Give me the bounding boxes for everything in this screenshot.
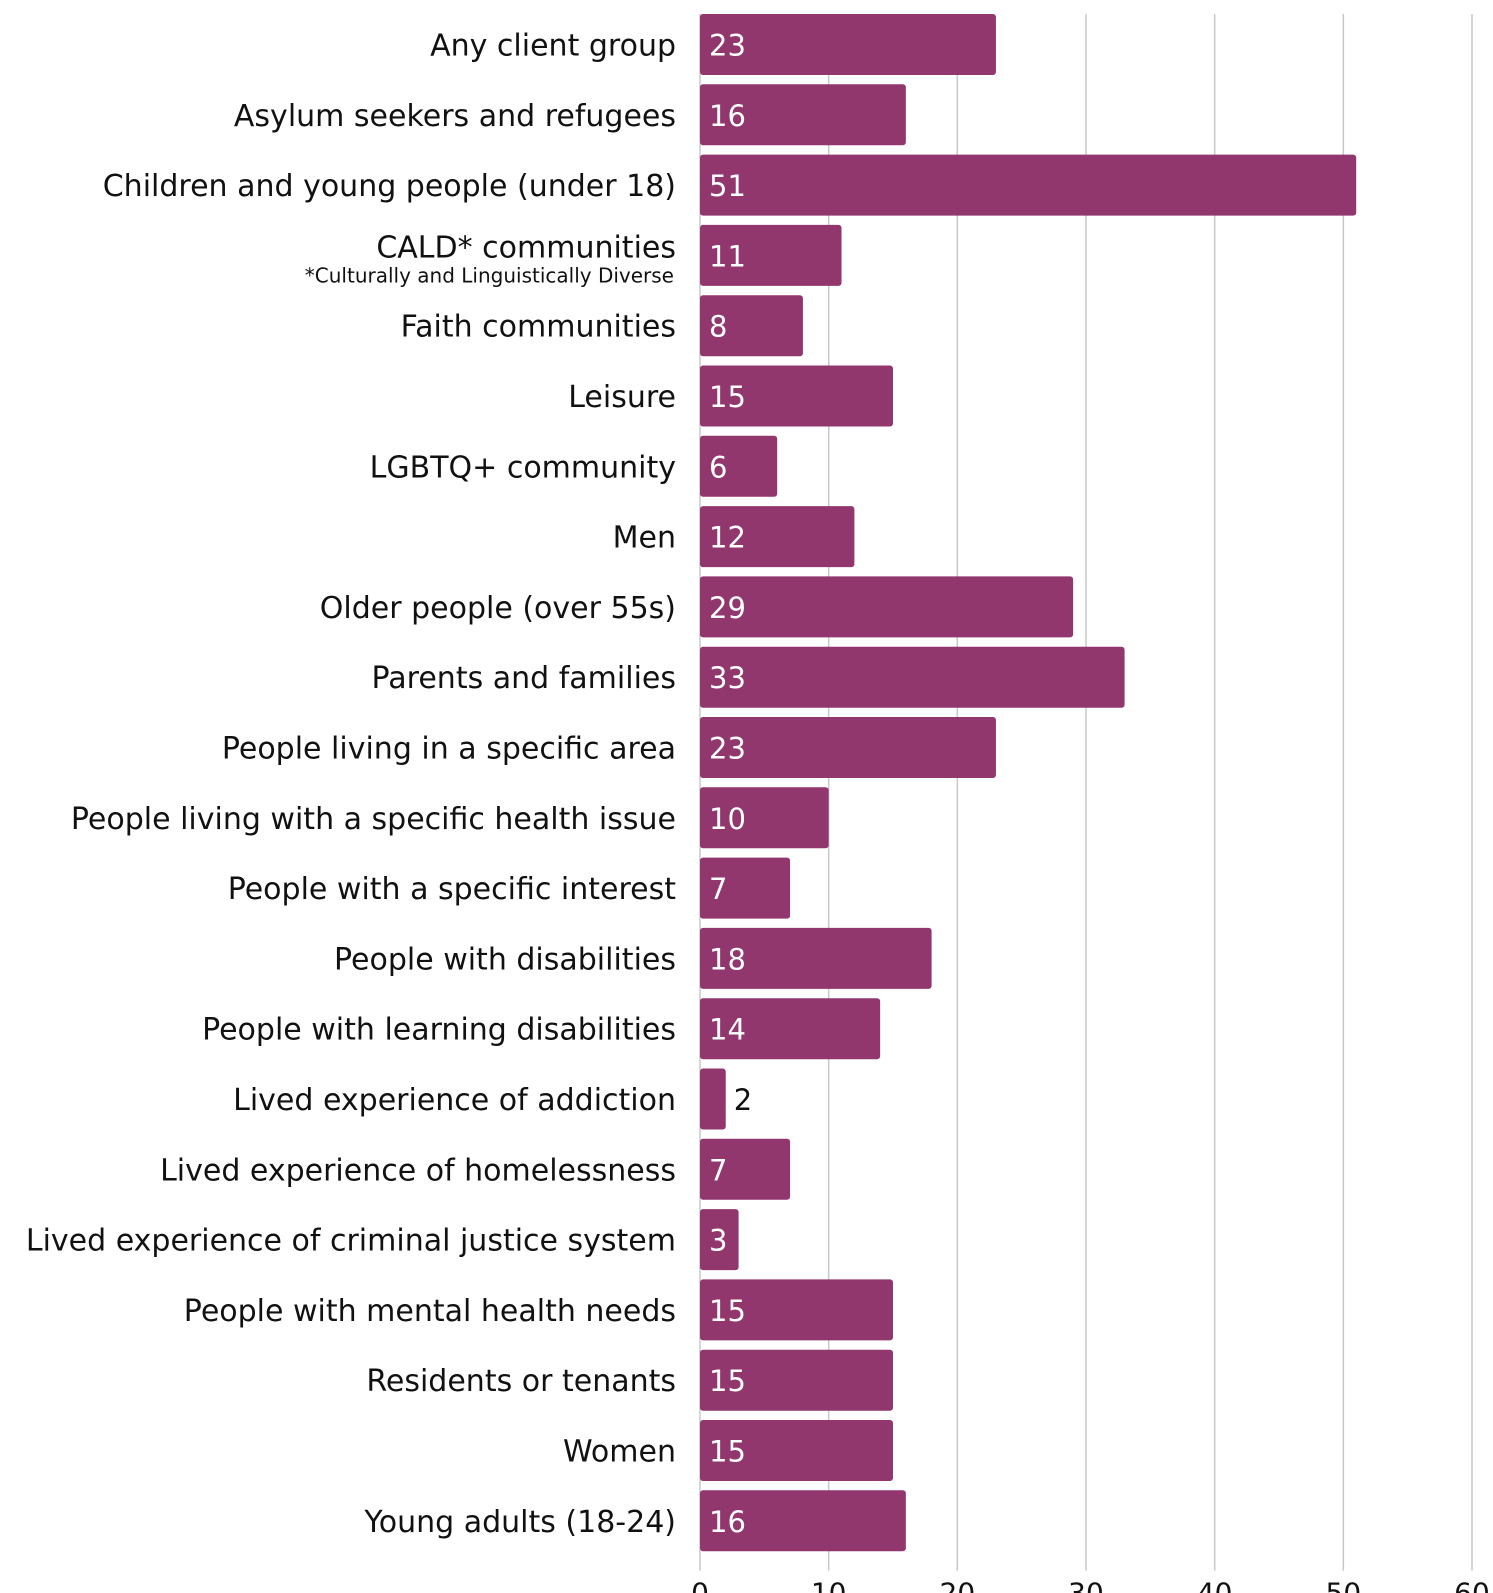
value-label: 15 bbox=[709, 1294, 746, 1328]
value-label: 10 bbox=[709, 802, 746, 836]
value-label: 2 bbox=[734, 1083, 752, 1117]
category-label: Any client group bbox=[430, 29, 676, 64]
x-axis-ticks: 0 10 20 30 40 50 60 bbox=[691, 1577, 1490, 1593]
category-label: Older people (over 55s) bbox=[320, 591, 676, 626]
value-label: 7 bbox=[709, 1153, 727, 1187]
category-label: Leisure bbox=[568, 380, 676, 415]
bar bbox=[700, 1349, 893, 1411]
tick-label-60: 60 bbox=[1454, 1577, 1490, 1593]
value-labels: 23 16 51 11 8 15 6 12 29 33 23 10 7 18 14 2 7 3 15 15 15 16 bbox=[709, 29, 752, 1539]
bar bbox=[700, 14, 996, 75]
value-label: 16 bbox=[709, 99, 746, 133]
bar bbox=[700, 576, 1074, 638]
category-label: Lived experience of criminal justice sys… bbox=[26, 1224, 676, 1259]
tick-label-40: 40 bbox=[1197, 1577, 1233, 1593]
category-label: Women bbox=[563, 1435, 676, 1470]
value-label: 8 bbox=[709, 310, 727, 344]
category-label: People with learning disabilities bbox=[202, 1013, 676, 1048]
category-label: People with mental health needs bbox=[184, 1294, 676, 1329]
bar bbox=[700, 1068, 726, 1130]
value-label: 6 bbox=[709, 450, 727, 484]
tick-label-20: 20 bbox=[940, 1577, 976, 1593]
category-label: LGBTQ+ community bbox=[370, 450, 676, 485]
bar bbox=[700, 998, 881, 1060]
category-label: People with disabilities bbox=[334, 942, 676, 977]
bar bbox=[700, 717, 996, 778]
bar bbox=[700, 84, 906, 146]
bar bbox=[700, 857, 791, 919]
value-label: 51 bbox=[709, 169, 746, 203]
category-label: People living in a specific area bbox=[222, 732, 676, 767]
tick-label-30: 30 bbox=[1068, 1577, 1104, 1593]
tick-label-0: 0 bbox=[691, 1577, 709, 1593]
value-label: 14 bbox=[709, 1013, 746, 1047]
value-label: 29 bbox=[709, 591, 746, 625]
category-label: Lived experience of homelessness bbox=[160, 1153, 676, 1188]
value-label: 18 bbox=[709, 942, 746, 976]
value-label: 7 bbox=[709, 872, 727, 906]
bar bbox=[700, 787, 829, 849]
value-label: 11 bbox=[709, 239, 746, 273]
bar bbox=[700, 646, 1125, 708]
value-label: 33 bbox=[709, 661, 746, 695]
value-label: 15 bbox=[709, 380, 746, 414]
value-label: 15 bbox=[709, 1364, 746, 1398]
bar bbox=[700, 435, 778, 497]
category-label: Men bbox=[613, 521, 676, 556]
bar bbox=[700, 1490, 906, 1552]
value-label: 12 bbox=[709, 521, 746, 555]
category-label: People living with a specific health iss… bbox=[71, 802, 676, 837]
bar bbox=[700, 1209, 739, 1271]
bar bbox=[700, 365, 893, 427]
value-label: 3 bbox=[709, 1224, 727, 1258]
value-label: 23 bbox=[709, 29, 746, 63]
bar bbox=[700, 1138, 791, 1200]
tick-label-10: 10 bbox=[811, 1577, 847, 1593]
category-label: Parents and families bbox=[372, 661, 676, 696]
category-label: Young adults (18-24) bbox=[363, 1505, 676, 1540]
bar bbox=[700, 224, 842, 286]
bar bbox=[700, 295, 803, 357]
bar bbox=[700, 1420, 893, 1481]
category-label: Residents or tenants bbox=[366, 1364, 676, 1399]
category-labels: Any client group Asylum seekers and refug… bbox=[26, 29, 676, 1540]
category-label: CALD* communities bbox=[376, 230, 676, 265]
bars bbox=[700, 14, 1357, 1552]
value-label: 15 bbox=[709, 1435, 746, 1469]
category-label: Children and young people (under 18) bbox=[103, 169, 676, 204]
tick-label-50: 50 bbox=[1326, 1577, 1362, 1593]
value-label: 16 bbox=[709, 1505, 746, 1539]
category-label: Asylum seekers and refugees bbox=[234, 99, 676, 134]
bar bbox=[700, 927, 932, 989]
category-label: People with a specific interest bbox=[228, 872, 677, 907]
bar bbox=[700, 1279, 893, 1341]
value-label: 23 bbox=[709, 732, 746, 766]
category-label: Lived experience of addiction bbox=[233, 1083, 676, 1118]
bar bbox=[700, 506, 855, 568]
bar bbox=[700, 154, 1357, 216]
category-label: Faith communities bbox=[401, 310, 676, 345]
category-note: *Culturally and Linguistically Diverse bbox=[305, 263, 674, 287]
